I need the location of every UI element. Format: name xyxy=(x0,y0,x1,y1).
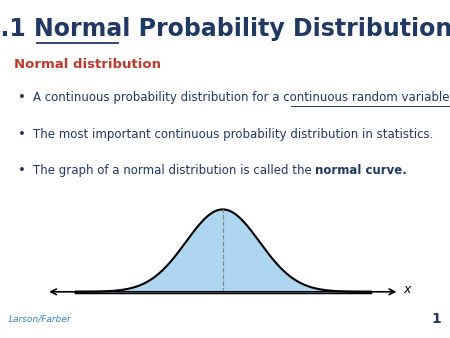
Text: The graph of a normal distribution is called the: The graph of a normal distribution is ca… xyxy=(32,164,315,176)
Text: A continuous probability distribution for a continuous random variable, x.: A continuous probability distribution fo… xyxy=(32,92,450,104)
Text: •: • xyxy=(18,92,26,104)
Text: •: • xyxy=(18,164,26,176)
Text: The most important continuous probability distribution in statistics.: The most important continuous probabilit… xyxy=(32,127,433,141)
Text: Larson/Farber: Larson/Farber xyxy=(9,315,72,324)
Text: Normal distribution: Normal distribution xyxy=(14,58,161,71)
Text: normal curve.: normal curve. xyxy=(315,164,407,176)
Text: x: x xyxy=(403,283,410,296)
Text: 5.1 Normal Probability Distributions: 5.1 Normal Probability Distributions xyxy=(0,17,450,41)
Text: •: • xyxy=(18,127,26,141)
Text: 1: 1 xyxy=(431,312,441,327)
